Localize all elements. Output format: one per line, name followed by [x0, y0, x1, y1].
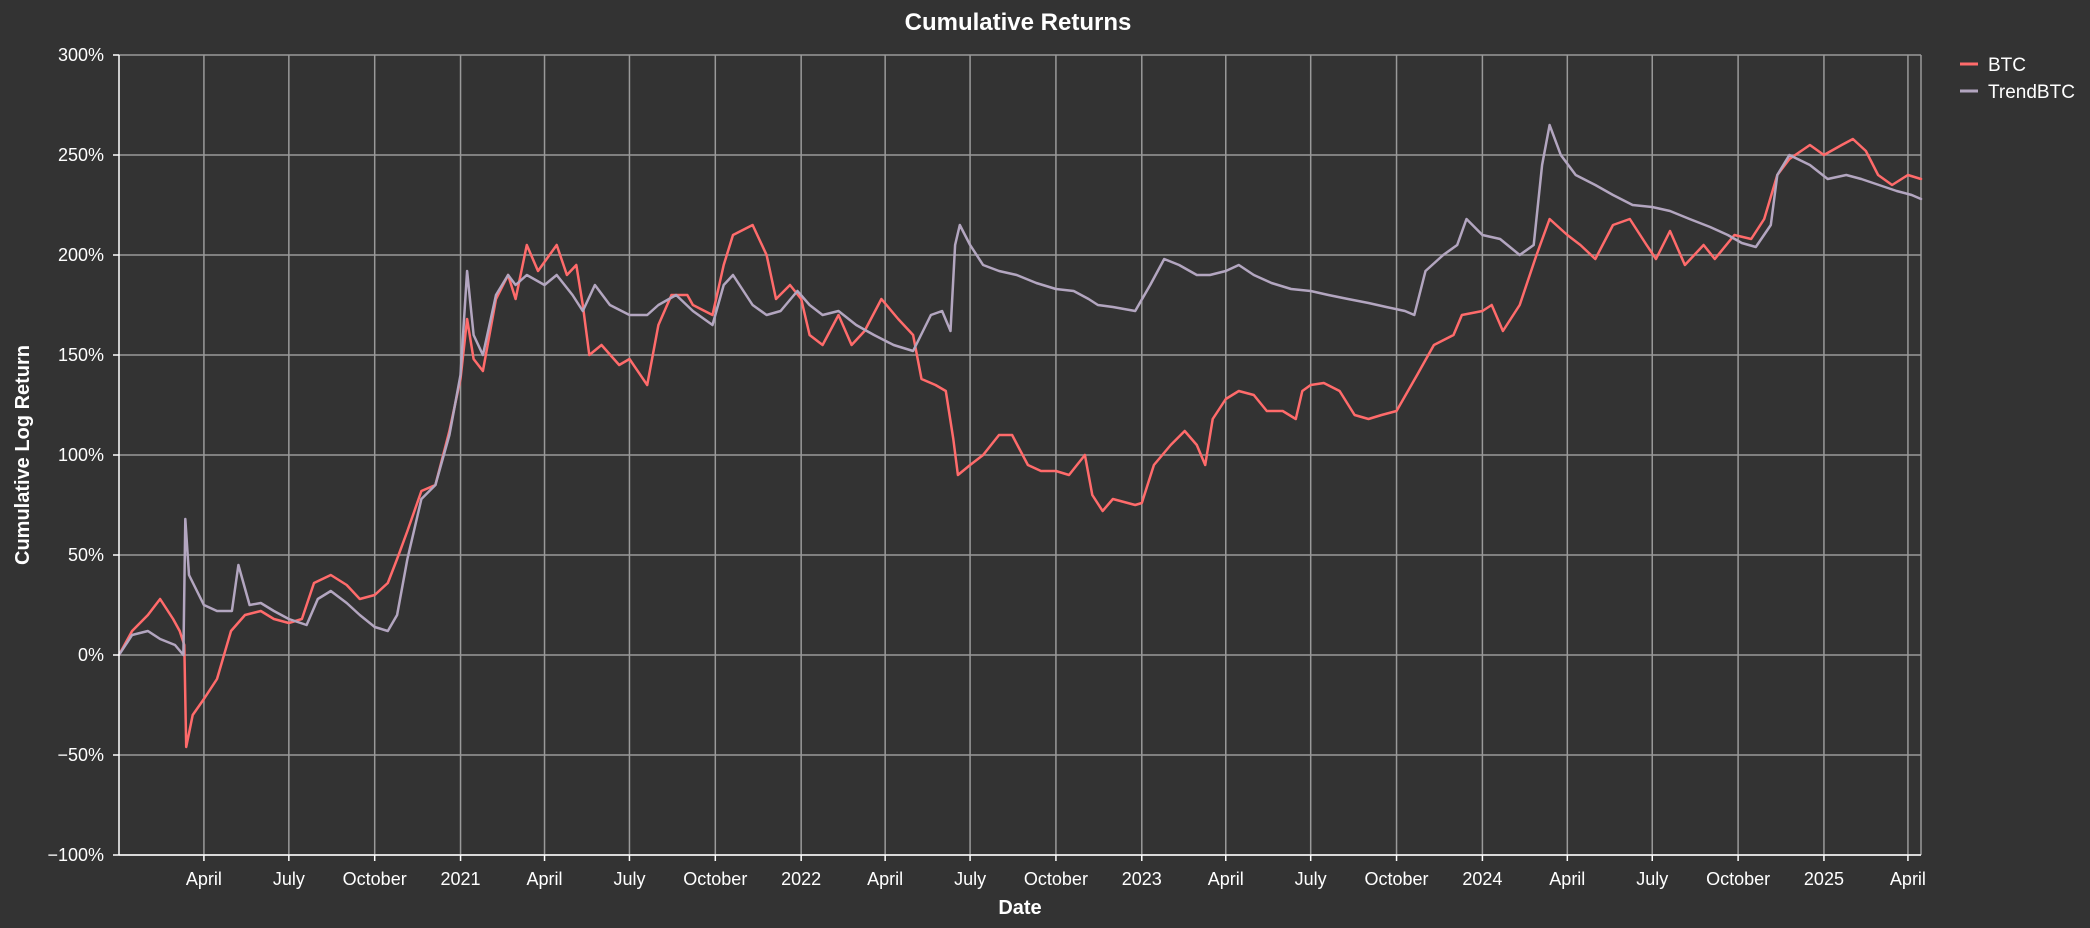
y-tick-label: 0%	[78, 645, 104, 665]
x-tick-label: 2024	[1462, 869, 1502, 889]
y-axis-title: Cumulative Log Return	[12, 345, 34, 565]
y-tick-label: −50%	[57, 745, 104, 765]
series-line-trendbtc	[117, 123, 1923, 657]
x-tick-label: April	[1549, 869, 1585, 889]
x-tick-label: 2021	[441, 869, 481, 889]
x-tick-label: July	[1295, 869, 1327, 889]
x-tick-label: July	[613, 869, 645, 889]
x-tick-label: July	[273, 869, 305, 889]
x-tick-label: July	[954, 869, 986, 889]
x-tick-label: April	[1208, 869, 1244, 889]
y-tick-label: 150%	[58, 345, 104, 365]
y-tick-label: 300%	[58, 45, 104, 65]
legend: BTC TrendBTC	[1960, 55, 2075, 103]
series-group	[117, 123, 1923, 749]
y-tick-label: 250%	[58, 145, 104, 165]
legend-label-btc: BTC	[1988, 55, 2026, 76]
y-tick-label: −100%	[47, 845, 104, 865]
x-tick-label: July	[1636, 869, 1668, 889]
x-tick-label: April	[527, 869, 563, 889]
x-tick-label: October	[683, 869, 747, 889]
x-tick-label: 2023	[1122, 869, 1162, 889]
x-tick-label: April	[1890, 869, 1926, 889]
x-tick-label: April	[186, 869, 222, 889]
axes: −100% −50% 0% 50% 100% 150% 200% 250% 300% April J…	[47, 45, 1926, 889]
chart-title: Cumulative Returns	[905, 9, 1132, 36]
y-tick-label: 50%	[68, 545, 104, 565]
y-tick-label: 100%	[58, 445, 104, 465]
x-tick-label: October	[343, 869, 407, 889]
x-axis-title: Date	[998, 897, 1041, 919]
x-tick-label: 2025	[1804, 869, 1844, 889]
series-line-btc	[117, 137, 1923, 749]
y-tick-label: 200%	[58, 245, 104, 265]
x-tick-label: October	[1024, 869, 1088, 889]
x-tick-label: 2022	[781, 869, 821, 889]
x-tick-label: April	[867, 869, 903, 889]
legend-label-trendbtc: TrendBTC	[1988, 82, 2075, 103]
grid	[119, 54, 1922, 856]
x-tick-label: October	[1365, 869, 1429, 889]
x-tick-label: October	[1706, 869, 1770, 889]
